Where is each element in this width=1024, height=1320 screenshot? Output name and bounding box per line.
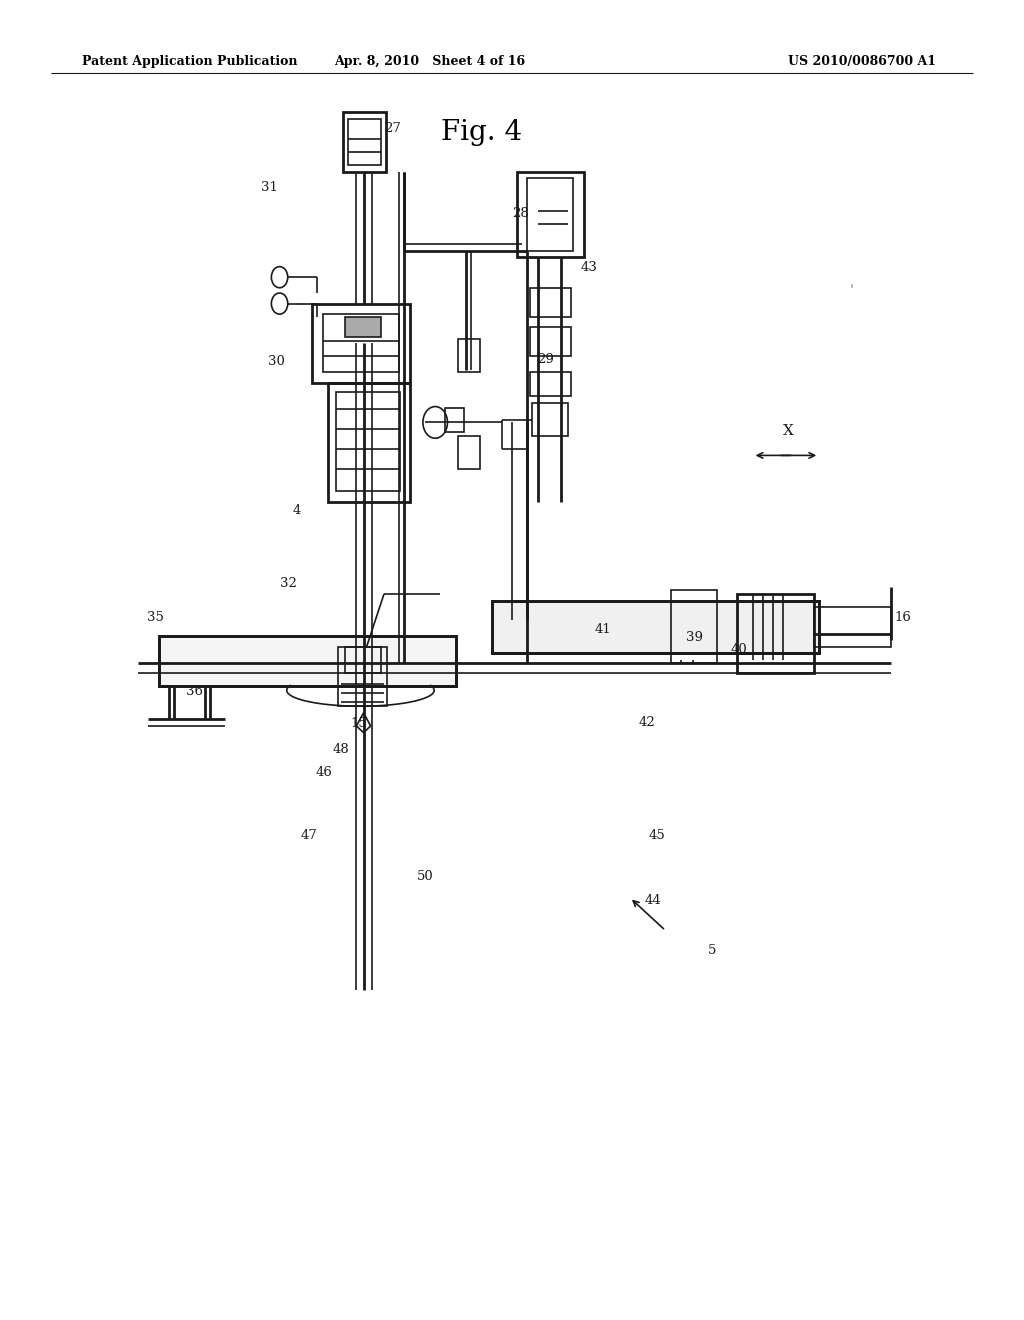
Bar (517, 172, 584, 257)
Text: 42: 42 (639, 715, 655, 729)
Bar (530, 327, 571, 356)
Text: 5: 5 (708, 944, 716, 957)
Bar (336, 392, 400, 491)
Bar (328, 383, 410, 502)
Bar (530, 372, 571, 396)
Text: 27: 27 (384, 121, 400, 135)
Bar (527, 178, 573, 251)
Text: 41: 41 (595, 623, 611, 636)
Text: Patent Application Publication: Patent Application Publication (82, 55, 297, 69)
Text: 4: 4 (293, 504, 301, 517)
Text: 45: 45 (649, 829, 666, 842)
Bar (159, 636, 456, 686)
Bar (345, 647, 381, 673)
Bar (671, 590, 717, 663)
Text: 43: 43 (581, 261, 597, 275)
Bar (343, 112, 386, 172)
Text: 48: 48 (333, 743, 349, 756)
Text: 50: 50 (417, 870, 433, 883)
Bar (814, 607, 891, 647)
Text: 29: 29 (538, 352, 554, 366)
Bar (312, 304, 410, 383)
Text: 40: 40 (731, 643, 748, 656)
Text: 39: 39 (686, 631, 702, 644)
Text: 16: 16 (895, 611, 911, 624)
Bar (737, 594, 814, 673)
Bar (323, 314, 399, 372)
Text: 15: 15 (350, 717, 367, 730)
Bar (532, 403, 568, 436)
Text: 36: 36 (186, 685, 203, 698)
Text: 28: 28 (512, 207, 528, 220)
Bar (497, 611, 620, 640)
Text: X: X (783, 424, 794, 438)
Text: Fig. 4: Fig. 4 (440, 119, 522, 145)
Text: 47: 47 (301, 829, 317, 842)
Bar (497, 611, 620, 640)
Bar (338, 647, 387, 706)
Bar (345, 317, 381, 337)
Text: US 2010/0086700 A1: US 2010/0086700 A1 (788, 55, 937, 69)
Text: 31: 31 (261, 181, 278, 194)
Bar (348, 119, 381, 165)
Bar (492, 601, 819, 653)
Text: Apr. 8, 2010   Sheet 4 of 16: Apr. 8, 2010 Sheet 4 of 16 (335, 55, 525, 69)
Text: 35: 35 (147, 611, 164, 624)
Text: 32: 32 (281, 577, 297, 590)
Text: 46: 46 (315, 766, 332, 779)
Bar (458, 436, 480, 469)
Bar (530, 288, 571, 317)
Bar (445, 408, 464, 432)
Bar (492, 601, 819, 653)
Text: 30: 30 (268, 355, 285, 368)
Bar (458, 339, 480, 372)
Text: 44: 44 (645, 894, 662, 907)
Bar (159, 636, 456, 686)
Text: ': ' (850, 284, 854, 298)
